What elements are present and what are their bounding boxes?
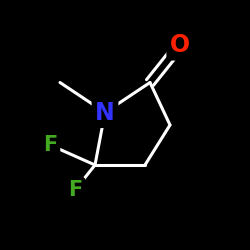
Text: O: O [170,33,190,57]
Text: F: F [43,135,57,155]
Text: F: F [68,180,82,200]
Text: N: N [95,100,115,124]
